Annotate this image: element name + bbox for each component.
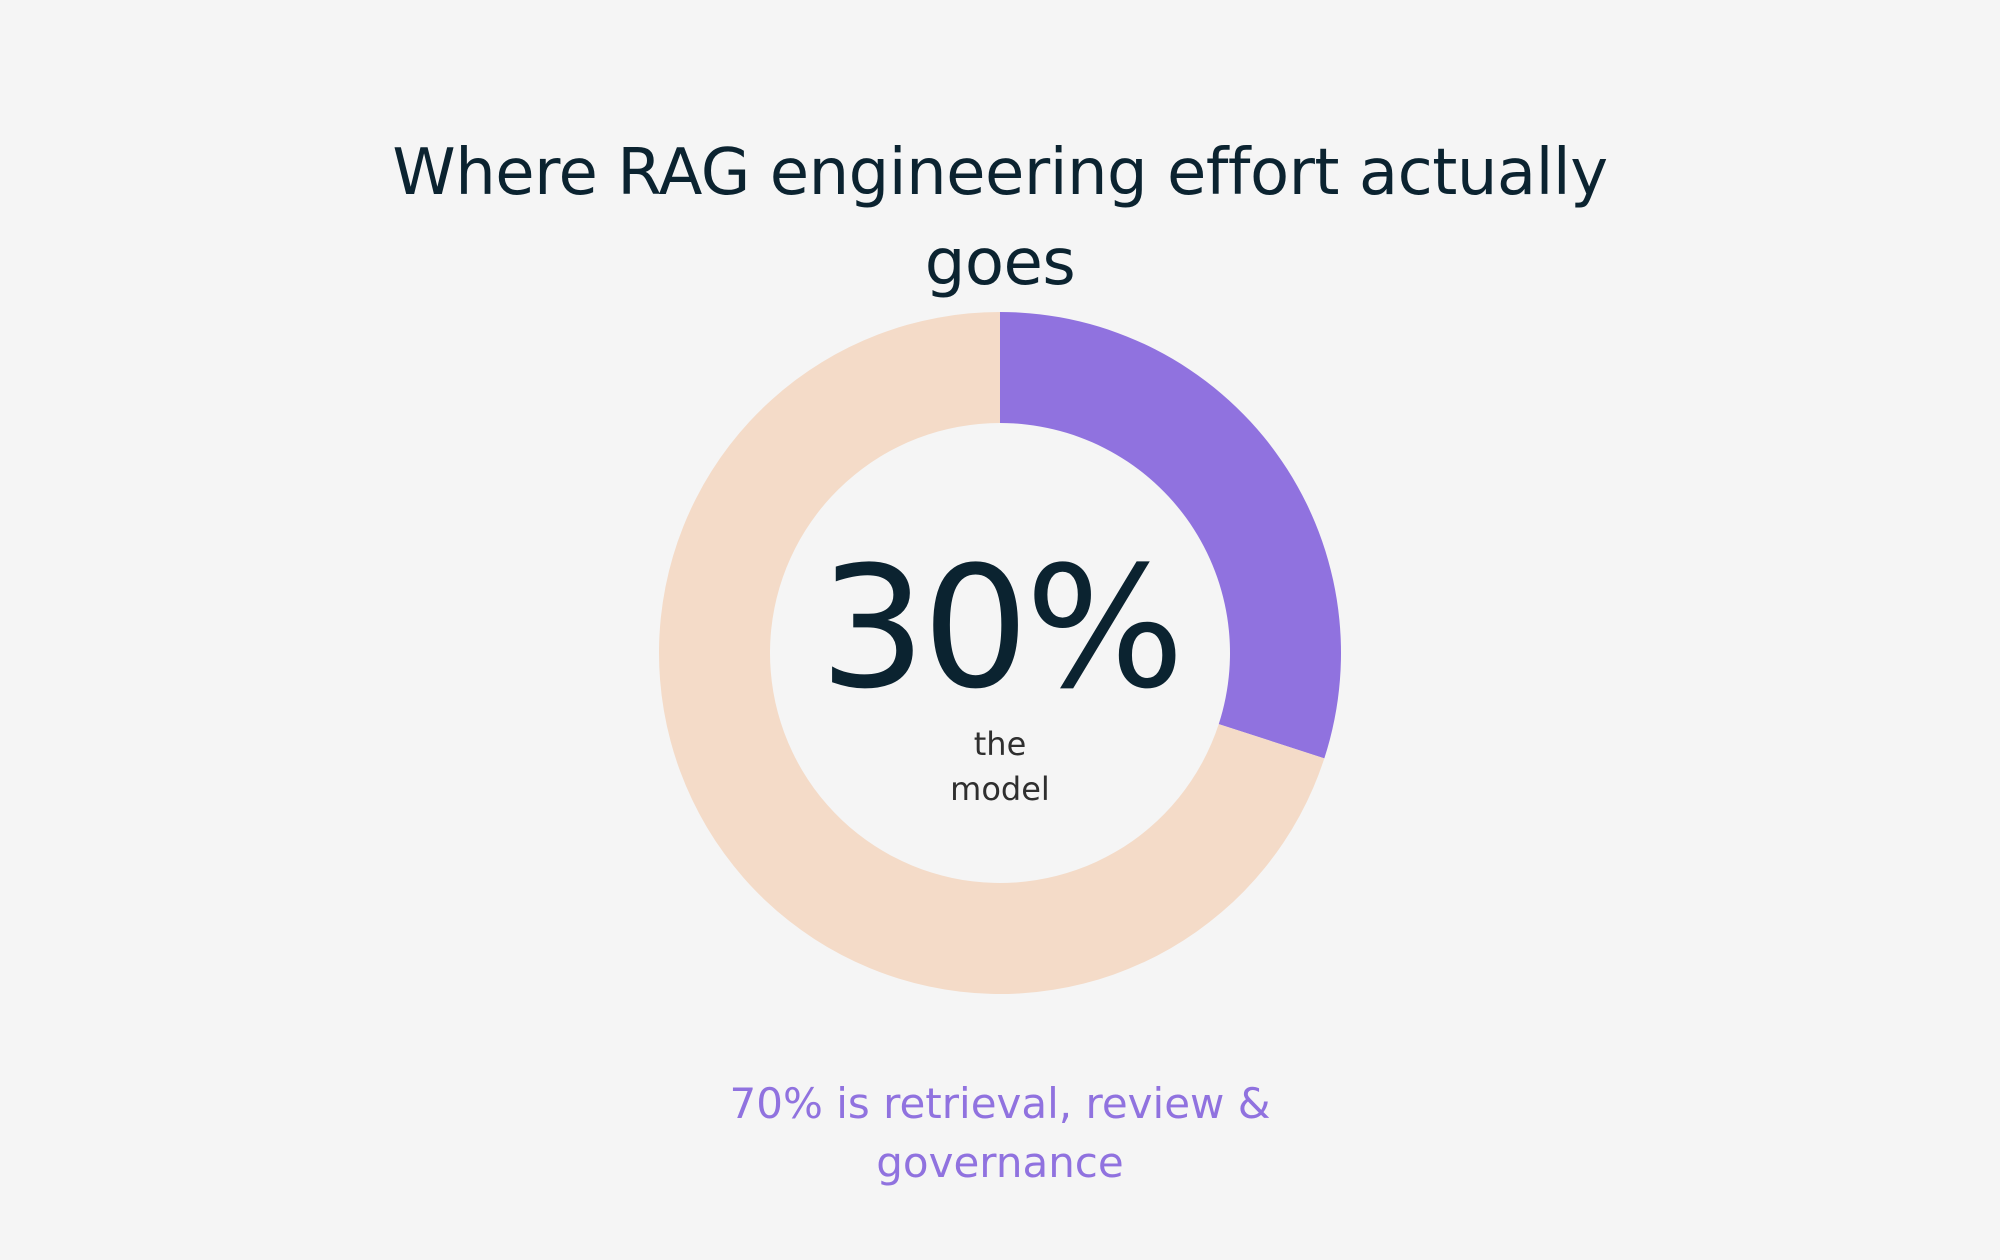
footnote-caption: 70% is retrieval, review & governance xyxy=(729,1079,1271,1187)
center-label: the model xyxy=(950,725,1050,808)
chart-title: Where RAG engineering effort actually go… xyxy=(392,136,1608,300)
center-percentage: 30% xyxy=(819,530,1184,726)
donut-slices xyxy=(659,312,1341,994)
donut-slice-the-model xyxy=(1000,312,1341,759)
donut-slice-retrieval-review-governance xyxy=(659,312,1325,994)
